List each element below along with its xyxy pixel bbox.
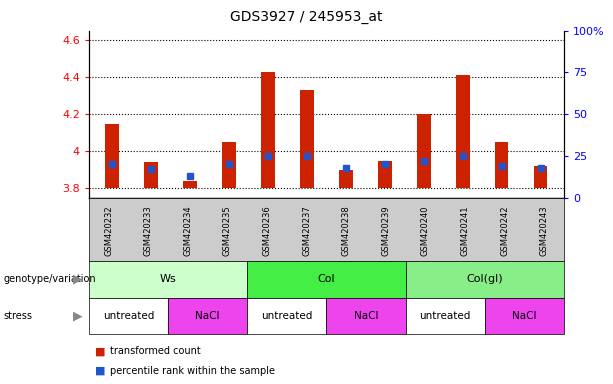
Text: GSM420238: GSM420238 bbox=[341, 205, 351, 256]
Text: GSM420236: GSM420236 bbox=[262, 205, 272, 256]
Bar bbox=[261, 71, 275, 189]
Bar bbox=[145, 162, 158, 189]
Text: untreated: untreated bbox=[103, 311, 154, 321]
Bar bbox=[300, 90, 314, 189]
Text: GSM420239: GSM420239 bbox=[381, 205, 390, 256]
Text: Col: Col bbox=[318, 274, 335, 285]
Text: untreated: untreated bbox=[261, 311, 313, 321]
Text: Col(gl): Col(gl) bbox=[466, 274, 503, 285]
Text: NaCl: NaCl bbox=[196, 311, 220, 321]
Text: GSM420234: GSM420234 bbox=[183, 205, 192, 256]
Text: ■: ■ bbox=[95, 346, 105, 356]
Text: GSM420240: GSM420240 bbox=[421, 205, 430, 256]
Text: stress: stress bbox=[3, 311, 32, 321]
Bar bbox=[495, 142, 508, 189]
Bar bbox=[534, 166, 547, 189]
Text: ▶: ▶ bbox=[73, 310, 83, 322]
Text: GSM420233: GSM420233 bbox=[144, 205, 153, 256]
Bar bbox=[183, 181, 197, 189]
Text: ■: ■ bbox=[95, 366, 105, 376]
Text: GSM420235: GSM420235 bbox=[223, 205, 232, 256]
Text: genotype/variation: genotype/variation bbox=[3, 274, 96, 285]
Bar bbox=[417, 114, 430, 189]
Text: GSM420237: GSM420237 bbox=[302, 205, 311, 256]
Bar bbox=[456, 75, 470, 189]
Text: GDS3927 / 245953_at: GDS3927 / 245953_at bbox=[230, 10, 383, 23]
Text: transformed count: transformed count bbox=[110, 346, 201, 356]
Text: ▶: ▶ bbox=[73, 273, 83, 286]
Text: GSM420243: GSM420243 bbox=[539, 205, 549, 256]
Text: percentile rank within the sample: percentile rank within the sample bbox=[110, 366, 275, 376]
Text: Ws: Ws bbox=[160, 274, 177, 285]
Text: NaCl: NaCl bbox=[354, 311, 378, 321]
Text: untreated: untreated bbox=[419, 311, 471, 321]
Bar bbox=[378, 161, 392, 189]
Bar bbox=[105, 124, 119, 189]
Text: GSM420241: GSM420241 bbox=[460, 205, 470, 256]
Bar bbox=[223, 142, 236, 189]
Text: GSM420232: GSM420232 bbox=[104, 205, 113, 256]
Text: GSM420242: GSM420242 bbox=[500, 205, 509, 256]
Text: NaCl: NaCl bbox=[512, 311, 536, 321]
Bar bbox=[339, 170, 352, 189]
